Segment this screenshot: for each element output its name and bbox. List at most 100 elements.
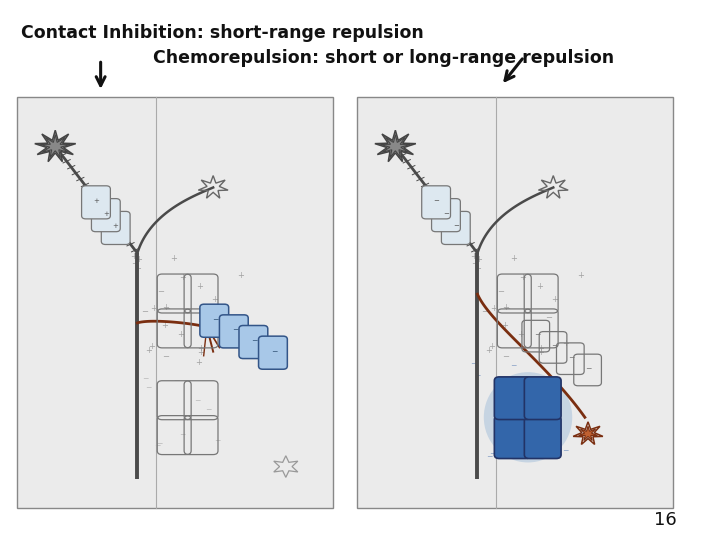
Text: −: − (489, 449, 495, 458)
FancyBboxPatch shape (102, 212, 130, 245)
Text: +: + (162, 303, 169, 312)
Text: −: − (132, 259, 138, 268)
Text: −: − (179, 430, 185, 439)
Text: +: + (562, 339, 570, 348)
Text: −: − (167, 411, 174, 420)
Text: +: + (517, 330, 523, 339)
FancyBboxPatch shape (431, 199, 460, 232)
FancyBboxPatch shape (220, 315, 248, 348)
Polygon shape (40, 134, 71, 158)
Polygon shape (35, 130, 76, 161)
Text: +: + (503, 303, 509, 312)
Text: +: + (197, 348, 204, 356)
Text: −: − (517, 437, 523, 446)
Text: −: − (145, 383, 152, 391)
Text: +: + (537, 344, 544, 353)
Text: −: − (163, 304, 170, 313)
Text: −: − (232, 326, 238, 334)
Text: −: − (251, 336, 258, 345)
Polygon shape (579, 426, 598, 441)
Text: +: + (475, 254, 482, 264)
Text: −: − (162, 352, 169, 361)
FancyBboxPatch shape (524, 416, 561, 458)
Text: +: + (103, 211, 109, 217)
Text: −: − (568, 353, 575, 362)
FancyBboxPatch shape (441, 212, 470, 245)
FancyBboxPatch shape (239, 326, 268, 359)
Text: +: + (485, 346, 492, 355)
Text: Chemorepulsion: short or long-range repulsion: Chemorepulsion: short or long-range repu… (153, 49, 614, 66)
Text: +: + (510, 254, 517, 264)
Bar (357, 97, 673, 508)
Text: −: − (443, 211, 449, 217)
Text: +: + (551, 295, 558, 304)
Text: +: + (170, 254, 177, 264)
Text: −: − (551, 341, 557, 350)
Text: +: + (520, 273, 526, 282)
Text: +: + (176, 330, 184, 339)
Text: −: − (214, 436, 220, 446)
Text: −: − (503, 410, 509, 419)
Text: −: − (433, 198, 439, 204)
FancyBboxPatch shape (524, 377, 561, 420)
Text: −: − (501, 428, 508, 437)
Text: +: + (577, 271, 585, 280)
Text: +: + (536, 282, 543, 291)
Text: +: + (130, 252, 137, 261)
Text: Contact Inhibition: short-range repulsion: Contact Inhibition: short-range repulsio… (21, 24, 423, 42)
Text: +: + (150, 305, 157, 314)
Text: −: − (474, 371, 481, 380)
Text: −: − (156, 439, 163, 448)
Text: −: − (536, 389, 543, 398)
Text: +: + (113, 224, 119, 230)
Text: +: + (179, 273, 186, 282)
FancyBboxPatch shape (495, 416, 531, 458)
Text: −: − (143, 374, 149, 383)
FancyBboxPatch shape (495, 377, 531, 420)
Text: −: − (482, 307, 489, 316)
Text: +: + (196, 282, 203, 291)
Text: −: − (154, 441, 161, 450)
Text: −: − (538, 454, 544, 463)
Text: +: + (501, 321, 508, 330)
Text: −: − (174, 376, 180, 385)
Text: +: + (135, 254, 142, 264)
Text: +: + (161, 321, 168, 330)
Text: −: − (486, 453, 492, 461)
Text: +: + (145, 346, 152, 355)
Text: +: + (222, 339, 229, 348)
FancyBboxPatch shape (258, 336, 287, 369)
FancyBboxPatch shape (422, 186, 451, 219)
Text: −: − (194, 396, 200, 405)
Text: +: + (134, 264, 141, 273)
Text: +: + (474, 264, 481, 273)
Text: −: − (503, 352, 509, 361)
Bar (17, 97, 333, 508)
FancyBboxPatch shape (81, 186, 110, 219)
Text: +: + (195, 358, 202, 367)
Text: −: − (497, 287, 504, 296)
Text: −: − (552, 401, 557, 410)
Text: −: − (205, 404, 212, 414)
Text: +: + (490, 305, 498, 314)
Text: −: − (472, 259, 479, 268)
Text: −: − (562, 446, 569, 455)
Text: −: − (212, 315, 219, 324)
Polygon shape (375, 130, 416, 161)
FancyBboxPatch shape (91, 199, 120, 232)
Polygon shape (380, 134, 410, 158)
Text: −: − (205, 313, 212, 322)
Text: −: − (271, 347, 277, 356)
Text: −: − (546, 313, 552, 322)
Text: +: + (211, 295, 217, 304)
Text: +: + (93, 198, 99, 204)
Text: −: − (157, 287, 164, 296)
Text: −: − (453, 224, 459, 230)
Text: +: + (238, 271, 244, 280)
Text: +: + (488, 342, 495, 352)
Text: −: − (510, 361, 517, 370)
Text: +: + (537, 348, 544, 356)
Text: +: + (470, 252, 477, 261)
Text: −: − (534, 330, 540, 339)
Text: +: + (535, 358, 542, 367)
